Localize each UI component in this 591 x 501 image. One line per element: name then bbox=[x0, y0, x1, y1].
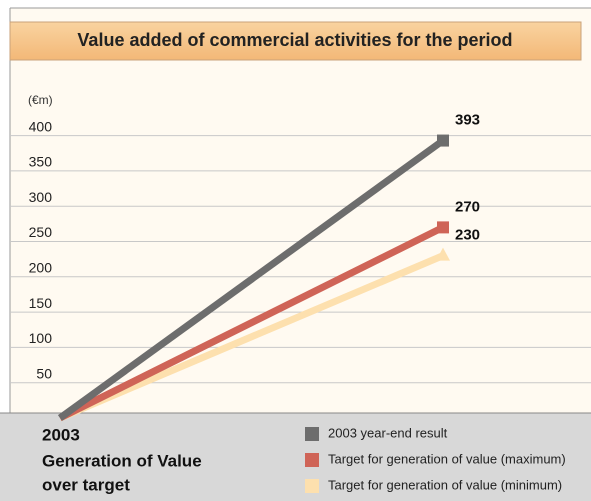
title-band bbox=[9, 21, 582, 61]
series-line bbox=[58, 252, 445, 422]
plot-background bbox=[10, 8, 591, 413]
marker bbox=[437, 134, 449, 147]
y-tick-label: 350 bbox=[29, 154, 53, 170]
y-tick-label: 50 bbox=[36, 365, 52, 381]
data-label: 393 bbox=[455, 112, 480, 129]
legend-label: 2003 year-end result bbox=[328, 425, 448, 440]
footer-text: Generation of Value bbox=[42, 451, 202, 470]
legend-swatch bbox=[305, 479, 319, 493]
legend-label: Target for generation of value (minimum) bbox=[328, 477, 562, 492]
chart-title: Value added of commercial activities for… bbox=[77, 30, 512, 50]
legend-label: Target for generation of value (maximum) bbox=[328, 451, 566, 466]
y-tick-label: 200 bbox=[29, 260, 53, 276]
footer-text: over target bbox=[42, 475, 130, 494]
y-tick-label: 300 bbox=[29, 189, 53, 205]
legend-swatch bbox=[305, 427, 319, 441]
y-tick-label: 150 bbox=[29, 295, 53, 311]
marker bbox=[437, 221, 449, 234]
data-label: 270 bbox=[455, 198, 480, 215]
data-label: 230 bbox=[455, 227, 480, 244]
y-tick-label: 250 bbox=[29, 224, 53, 240]
y-axis-unit: (€m) bbox=[28, 93, 53, 107]
marker bbox=[436, 247, 450, 261]
y-tick-label: 100 bbox=[29, 330, 53, 346]
y-tick-label: 400 bbox=[29, 118, 53, 134]
series-line bbox=[57, 137, 446, 421]
footer-background bbox=[0, 413, 591, 501]
footer-year: 2003 bbox=[42, 425, 80, 444]
legend-swatch bbox=[305, 453, 319, 467]
series-line bbox=[58, 224, 445, 422]
